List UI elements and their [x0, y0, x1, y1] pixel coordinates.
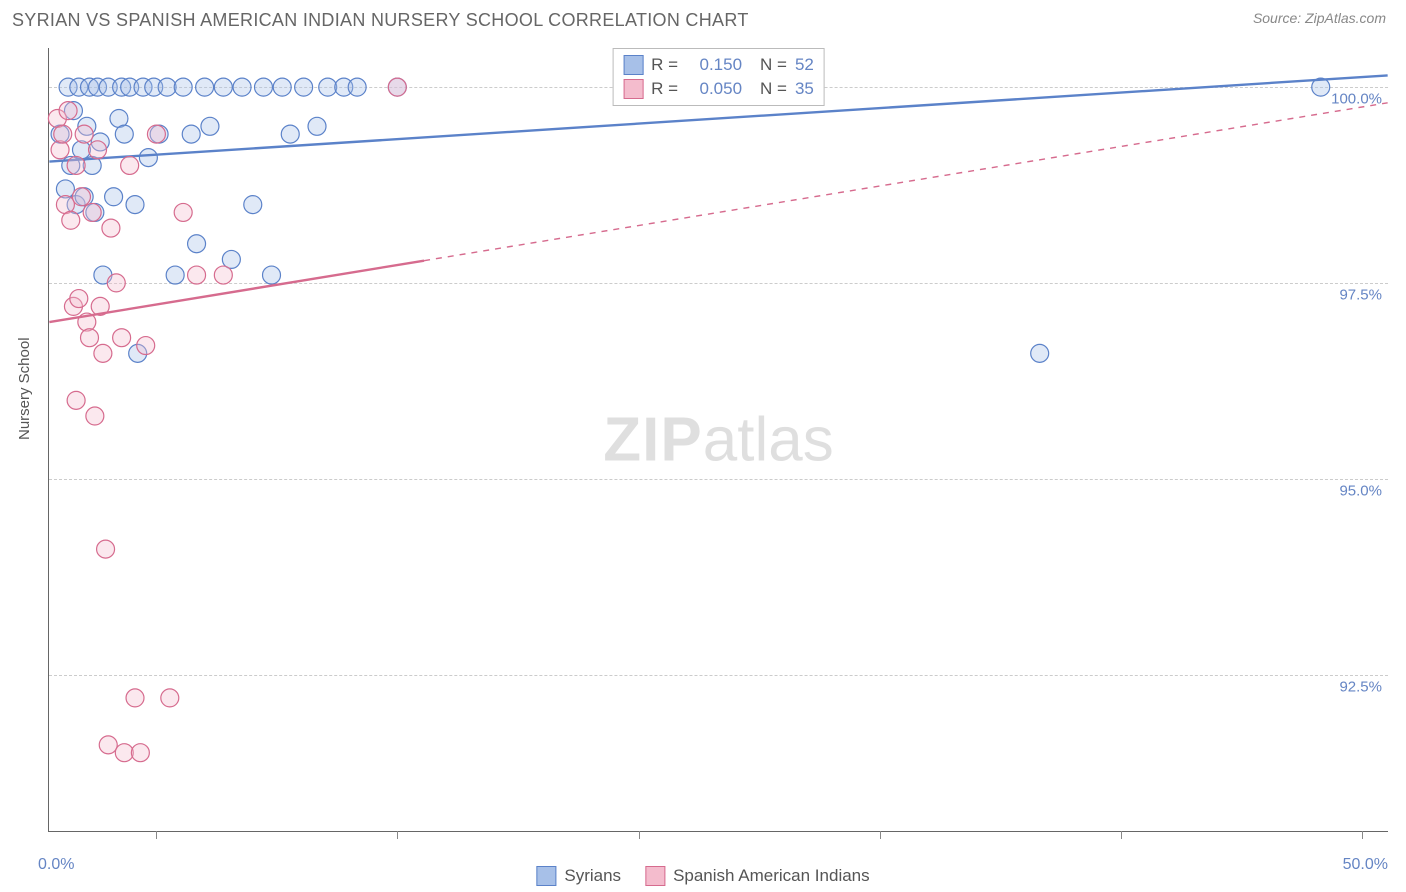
n-value: 52: [795, 55, 814, 75]
r-label: R =: [651, 55, 678, 75]
data-point: [1031, 344, 1049, 362]
data-point: [107, 274, 125, 292]
data-point: [67, 156, 85, 174]
n-label: N =: [760, 55, 787, 75]
data-point: [70, 290, 88, 308]
chart-plot-area: R =0.150N =52R =0.050N =35 ZIPatlas 92.5…: [48, 48, 1388, 832]
data-point: [281, 125, 299, 143]
data-point: [182, 125, 200, 143]
legend-series-item: Spanish American Indians: [645, 866, 870, 886]
data-point: [115, 125, 133, 143]
x-tick: [397, 831, 398, 839]
data-point: [188, 266, 206, 284]
data-point: [99, 736, 117, 754]
trend-line-extrapolated: [424, 103, 1388, 261]
data-point: [158, 78, 176, 96]
data-point: [115, 744, 133, 762]
data-point: [102, 219, 120, 237]
data-point: [105, 188, 123, 206]
legend-correlation-row: R = 0.150 N = 52: [623, 53, 814, 77]
data-point: [51, 141, 69, 159]
data-point: [254, 78, 272, 96]
data-point: [121, 156, 139, 174]
chart-title: SYRIAN VS SPANISH AMERICAN INDIAN NURSER…: [12, 10, 749, 31]
data-point: [348, 78, 366, 96]
data-point: [319, 78, 337, 96]
data-point: [75, 125, 93, 143]
data-point: [201, 117, 219, 135]
data-point: [86, 407, 104, 425]
x-tick: [1362, 831, 1363, 839]
data-point: [54, 125, 72, 143]
data-point: [308, 117, 326, 135]
legend-swatch: [623, 79, 643, 99]
data-point: [89, 141, 107, 159]
data-point: [94, 344, 112, 362]
data-point: [214, 266, 232, 284]
legend-swatch: [623, 55, 643, 75]
scatter-svg: [49, 48, 1388, 831]
n-label: N =: [760, 79, 787, 99]
x-axis-max-label: 50.0%: [1343, 856, 1388, 874]
x-tick: [1121, 831, 1122, 839]
y-axis-label: Nursery School: [16, 337, 33, 440]
data-point: [295, 78, 313, 96]
legend-series-item: Syrians: [536, 866, 621, 886]
data-point: [174, 78, 192, 96]
data-point: [137, 337, 155, 355]
n-value: 35: [795, 79, 814, 99]
r-value: 0.050: [686, 79, 742, 99]
series-legend: Syrians Spanish American Indians: [536, 866, 869, 886]
data-point: [81, 329, 99, 347]
data-point: [83, 203, 101, 221]
data-point: [174, 203, 192, 221]
x-axis-min-label: 0.0%: [38, 856, 74, 874]
data-point: [161, 689, 179, 707]
r-value: 0.150: [686, 55, 742, 75]
r-label: R =: [651, 79, 678, 99]
data-point: [59, 102, 77, 120]
data-point: [166, 266, 184, 284]
data-point: [126, 196, 144, 214]
data-point: [214, 78, 232, 96]
data-point: [196, 78, 214, 96]
data-point: [72, 188, 90, 206]
data-point: [273, 78, 291, 96]
source-attribution: Source: ZipAtlas.com: [1253, 10, 1386, 26]
data-point: [263, 266, 281, 284]
data-point: [139, 149, 157, 167]
correlation-legend: R = 0.150 N = 52 R = 0.050 N = 35: [612, 48, 825, 106]
data-point: [388, 78, 406, 96]
data-point: [233, 78, 251, 96]
data-point: [147, 125, 165, 143]
data-point: [62, 211, 80, 229]
data-point: [97, 540, 115, 558]
x-tick: [880, 831, 881, 839]
data-point: [131, 744, 149, 762]
data-point: [113, 329, 131, 347]
legend-series-label: Spanish American Indians: [673, 866, 870, 886]
x-tick: [156, 831, 157, 839]
x-tick: [639, 831, 640, 839]
legend-swatch: [536, 866, 556, 886]
data-point: [67, 391, 85, 409]
legend-series-label: Syrians: [564, 866, 621, 886]
data-point: [188, 235, 206, 253]
legend-swatch: [645, 866, 665, 886]
legend-correlation-row: R = 0.050 N = 35: [623, 77, 814, 101]
data-point: [244, 196, 262, 214]
data-point: [126, 689, 144, 707]
